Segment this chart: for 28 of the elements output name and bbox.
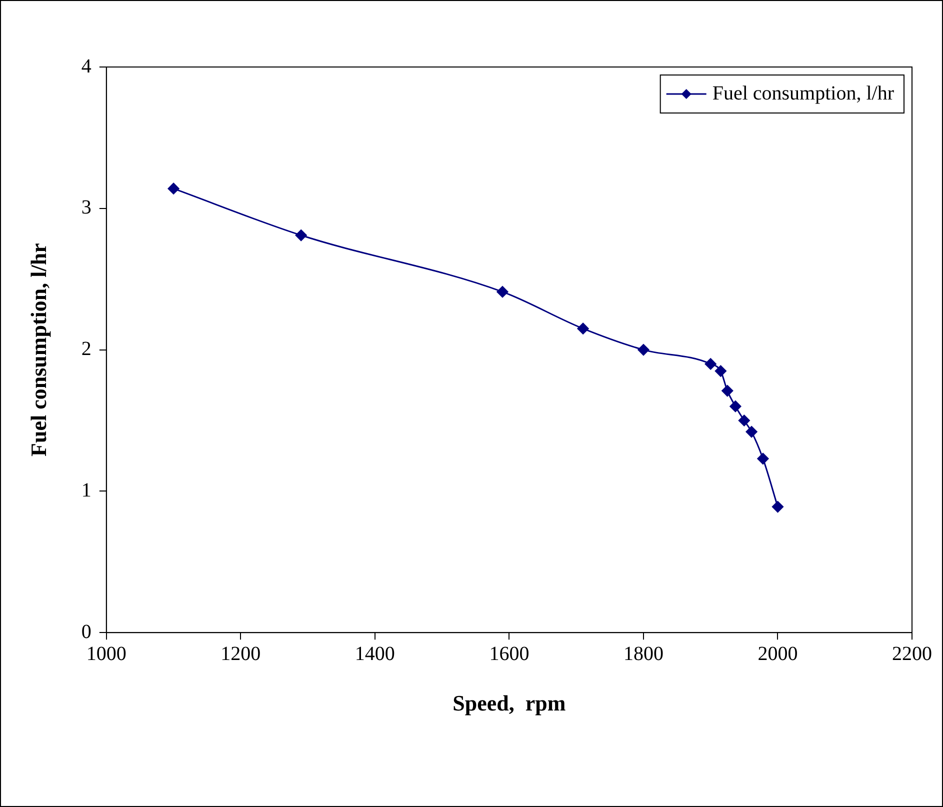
- y-tick-label: 3: [81, 196, 92, 219]
- point: [772, 501, 784, 513]
- y-tick-label: 4: [81, 55, 92, 78]
- legend-label: Fuel consumption, l/hr: [712, 82, 894, 104]
- point: [757, 452, 769, 464]
- point: [704, 358, 716, 370]
- point: [577, 322, 589, 334]
- x-tick-label: 2000: [758, 642, 798, 665]
- x-tick-label: 1200: [220, 642, 261, 665]
- point: [168, 182, 180, 194]
- x-tick-label: 1400: [354, 642, 395, 665]
- y-tick-label: 2: [81, 338, 92, 360]
- point: [638, 344, 650, 356]
- x-tick-label: 1800: [623, 642, 664, 665]
- y-tick-label: 0: [81, 620, 92, 643]
- x-tick-label: 1000: [86, 642, 126, 665]
- x-axis-title: Speed, rpm: [452, 690, 566, 716]
- point: [722, 385, 734, 397]
- point: [738, 414, 750, 426]
- point: [730, 400, 742, 412]
- y-axis-title: Fuel consumption, l/hr: [26, 242, 51, 456]
- x-tick-label: 1600: [489, 642, 530, 665]
- y-tick-label: 1: [81, 479, 92, 502]
- point: [295, 230, 307, 242]
- x-tick-label: 2200: [892, 642, 932, 665]
- point: [714, 365, 726, 377]
- point: [496, 286, 508, 298]
- point: [746, 426, 758, 438]
